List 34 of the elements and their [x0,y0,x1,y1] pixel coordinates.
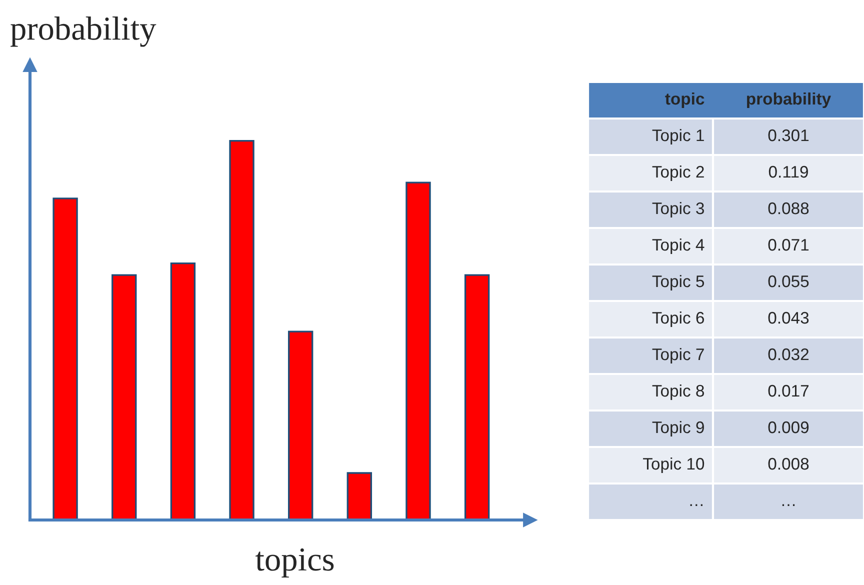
category-label: Topic 1 [652,128,704,145]
text: probability [747,92,832,108]
bar [288,330,314,520]
category-label: Topic 9 [652,420,704,437]
y-axis-title: probability [10,16,156,47]
x-axis-title: topics [256,548,334,578]
bar [170,262,196,520]
data-label: 0.008 [768,458,809,470]
category-label: Topic 2 [652,165,704,182]
category-label: Topic 7 [652,348,704,364]
text: … [782,504,795,506]
bar [229,140,254,520]
category-label: … [690,504,702,506]
data-label: 0.017 [768,384,809,397]
category-label: Topic 5 [652,274,704,291]
data-label: 0.055 [768,275,809,288]
data-label: 0.032 [768,348,809,360]
data-label: 0.301 [768,129,809,142]
bar [464,274,490,520]
category-label: Topic 4 [652,238,704,254]
bar [346,472,372,520]
bar [112,274,137,520]
category-label: Topic 6 [652,311,704,328]
data-label: 0.009 [768,421,809,434]
bar [406,182,431,520]
data-label: 0.119 [768,166,808,178]
data-label: 0.043 [768,312,809,324]
category-label: Topic 10 [643,457,704,474]
bar [52,198,78,520]
category-label: Topic 8 [652,384,704,400]
data-label: 0.071 [768,238,809,251]
text: topic [665,92,704,108]
category-label: Topic 3 [652,202,704,218]
data-label: 0.088 [768,202,809,214]
